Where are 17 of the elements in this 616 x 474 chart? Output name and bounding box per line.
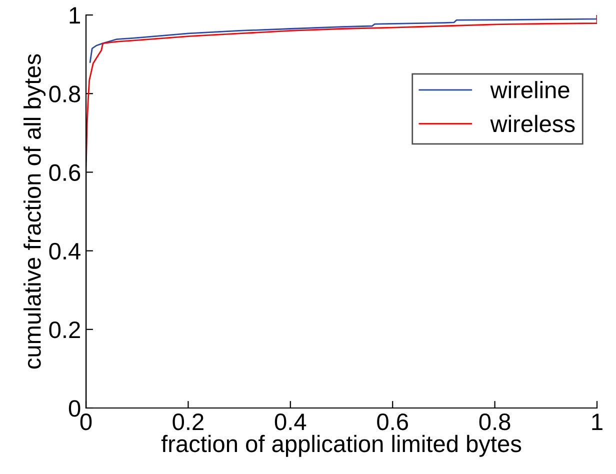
y-tick-label: 0.6: [49, 164, 80, 181]
x-tick-label: 0.8: [479, 413, 510, 430]
y-tick-label: 0.2: [49, 321, 80, 338]
x-axis-title: fraction of application limited bytes: [161, 434, 522, 457]
x-tick-label: 0: [80, 413, 92, 430]
y-tick-label: 0: [68, 400, 80, 417]
x-tick-label: 0.2: [172, 413, 204, 430]
y-tick-label: 0.8: [49, 86, 80, 102]
x-tick-label: 0.4: [274, 413, 306, 430]
legend-label: wireline: [490, 81, 570, 98]
y-axis-title: cumulative fraction of all bytes: [24, 54, 46, 369]
y-tick-label: 0.4: [49, 242, 80, 260]
x-tick-label: 1: [592, 414, 602, 430]
line-series: [89, 15, 597, 63]
legend-label: wireless: [490, 114, 575, 132]
y-tick-label: 1: [70, 7, 80, 24]
x-tick-label: 0.6: [377, 413, 408, 430]
